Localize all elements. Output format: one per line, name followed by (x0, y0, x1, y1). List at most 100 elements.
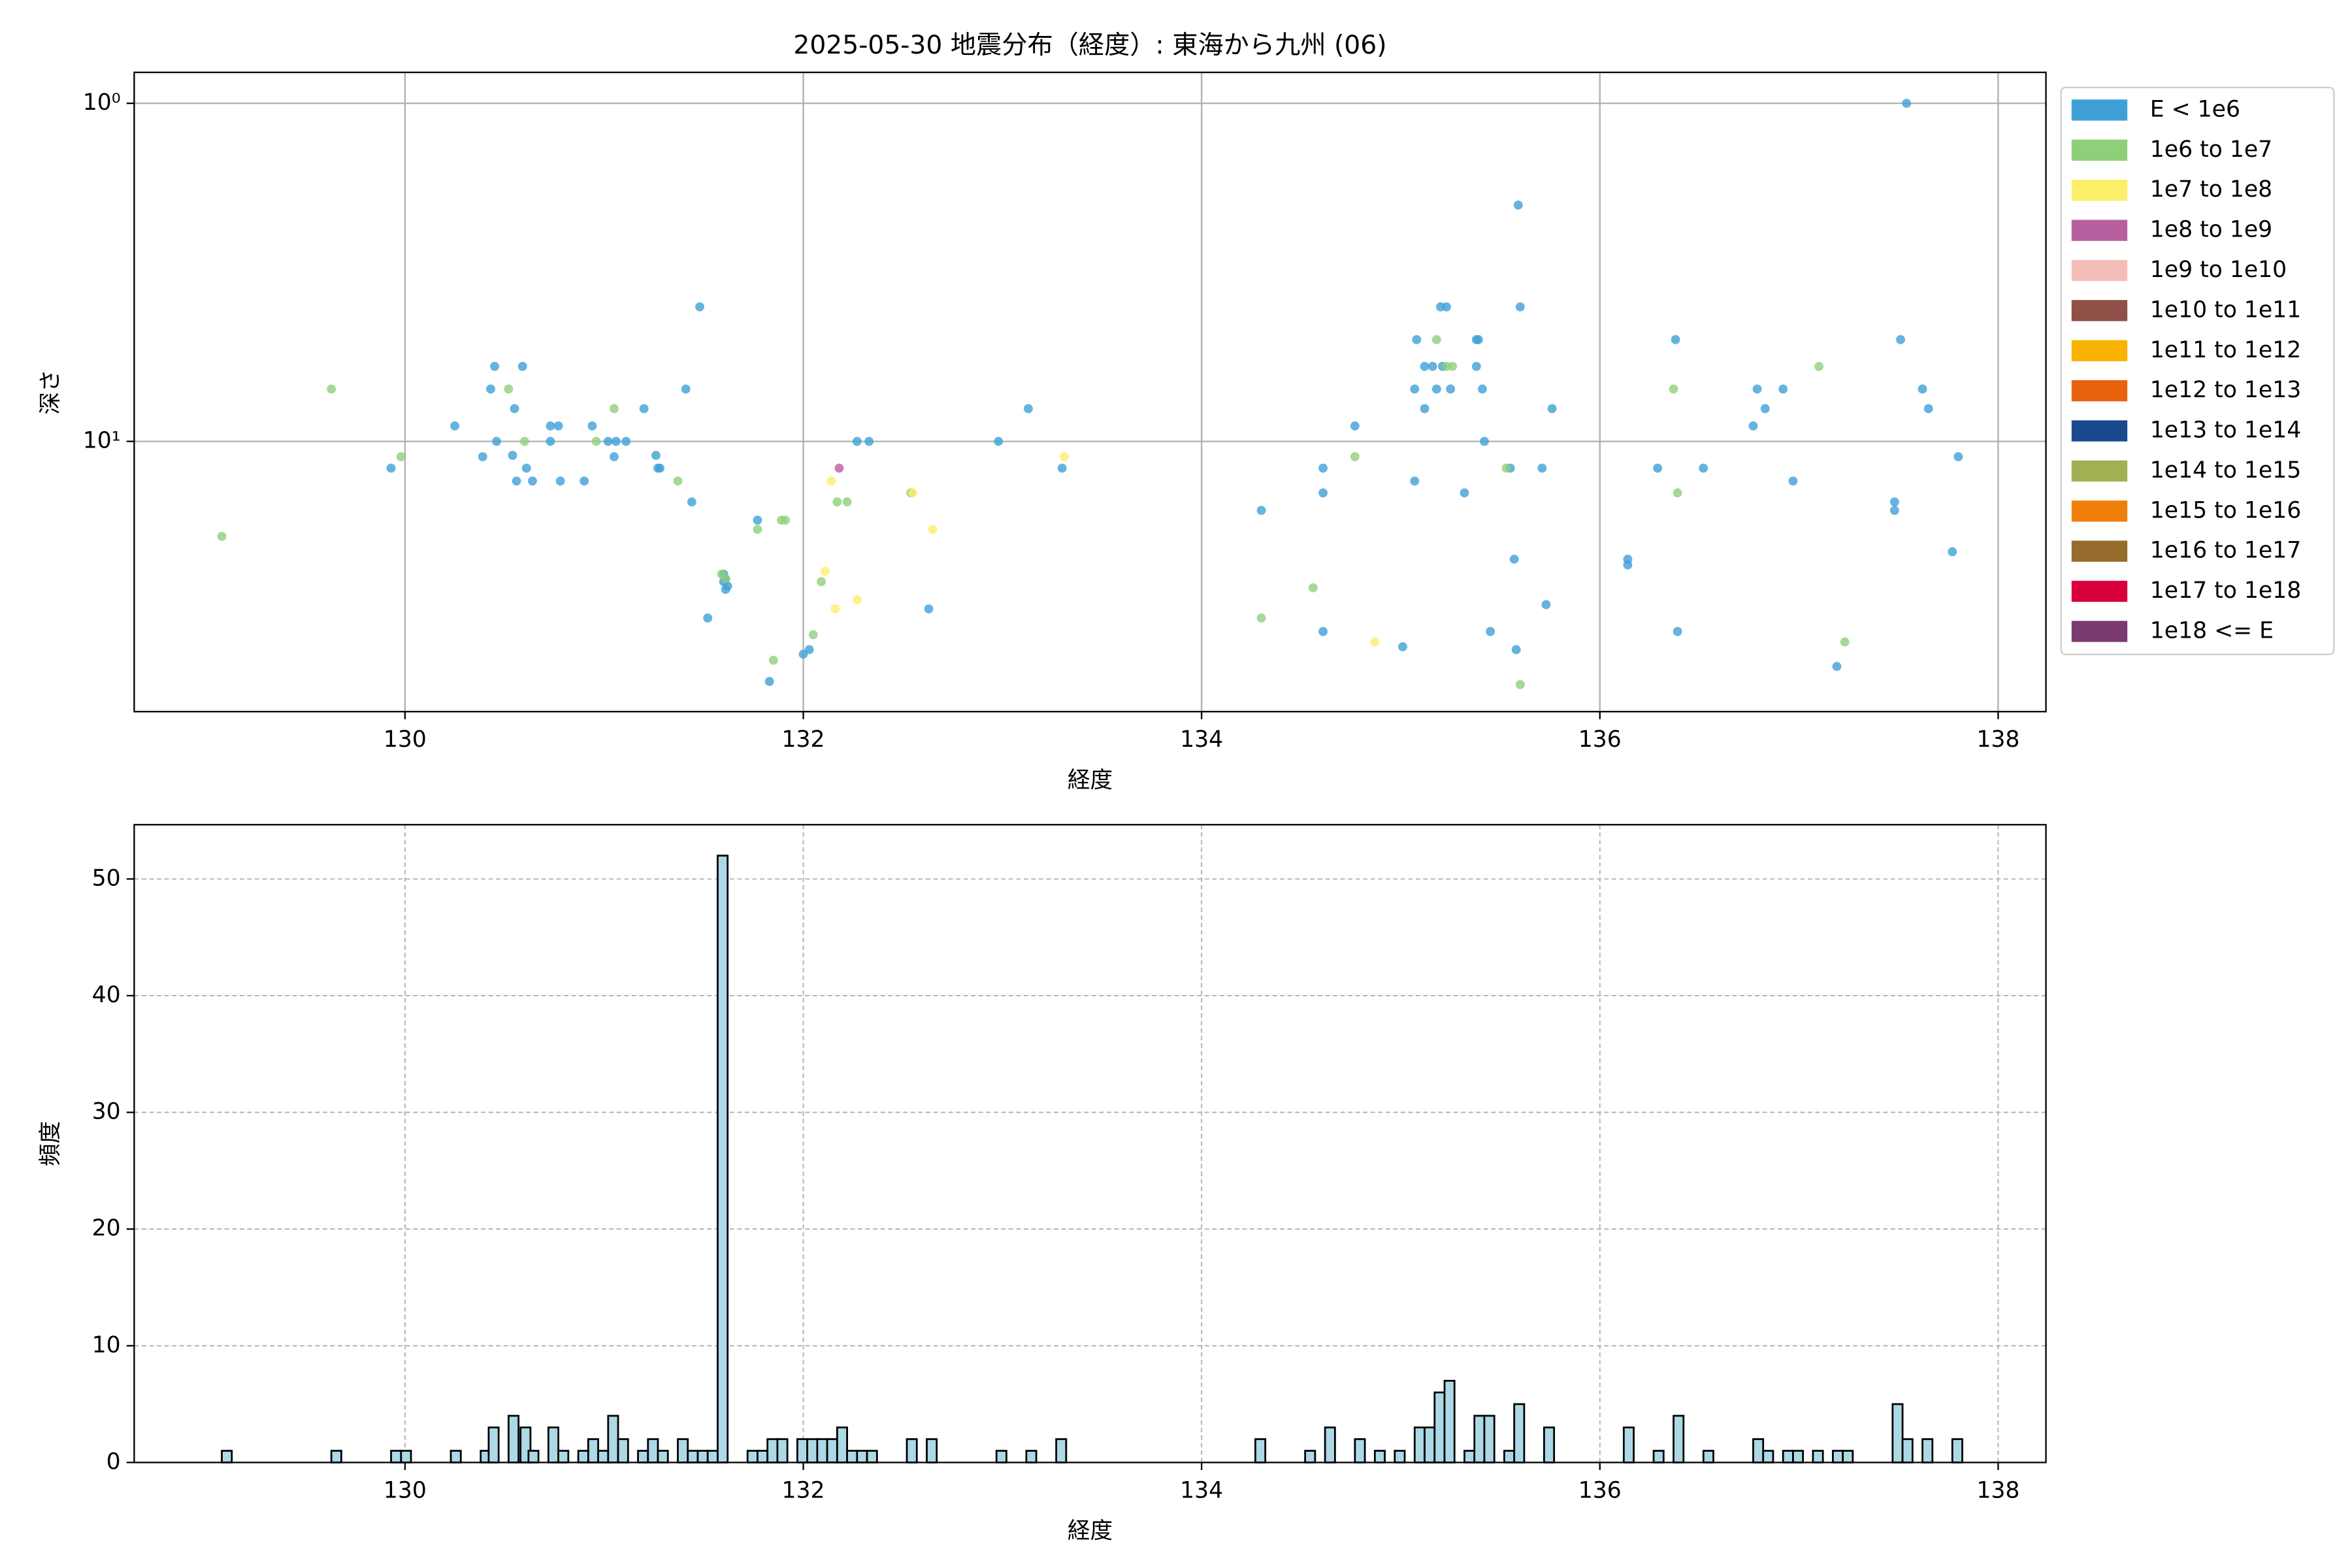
scatter-point (1256, 613, 1266, 623)
histogram-bar (1622, 1426, 1635, 1463)
scatter-point (528, 476, 537, 486)
histogram-bar (607, 1414, 619, 1463)
scatter-point (1778, 384, 1788, 394)
histogram-bar (1832, 1450, 1844, 1463)
scatter-point (517, 361, 527, 371)
histogram-bar (1373, 1450, 1386, 1463)
scatter-point (681, 384, 691, 394)
histogram-bar (836, 1426, 848, 1463)
scatter-point (1673, 488, 1682, 498)
scatter-point (1486, 627, 1495, 636)
legend-label: 1e12 to 1e13 (2150, 377, 2301, 403)
scatter-point (1370, 637, 1380, 647)
y-axis-label: 頻度 (37, 1121, 63, 1166)
scatter-point (852, 436, 862, 446)
scatter-point (1410, 384, 1420, 394)
scatter-point (1814, 361, 1823, 371)
scatter-point (1420, 404, 1429, 414)
scatter-point (1460, 488, 1469, 498)
histogram-bar (1254, 1438, 1267, 1463)
histogram-bar (866, 1450, 878, 1463)
scatter-point (723, 581, 732, 591)
scatter-point (612, 436, 621, 446)
histogram-bar (577, 1450, 589, 1463)
legend-swatch (2071, 259, 2128, 282)
x-tick-label: 132 (782, 727, 825, 753)
histogram-bar (1652, 1450, 1665, 1463)
scatter-point (1256, 506, 1266, 515)
legend-label: 1e11 to 1e12 (2150, 337, 2301, 363)
scatter-point (852, 595, 862, 604)
x-tick-label: 134 (1180, 1477, 1223, 1503)
scatter-point (651, 451, 661, 460)
histogram-bar (527, 1450, 540, 1463)
scatter-point (1669, 384, 1678, 394)
scatter-point (639, 404, 649, 414)
scatter-point (610, 404, 619, 414)
scatter-point (508, 451, 517, 460)
histogram-bar (687, 1450, 699, 1463)
plot-frame (133, 824, 2047, 1463)
histogram-bar (717, 855, 729, 1463)
scatter-point (478, 452, 487, 461)
scatter-point (1420, 361, 1429, 371)
histogram-bar (508, 1414, 520, 1463)
x-tick-label: 130 (384, 727, 427, 753)
histogram-bar (1354, 1438, 1366, 1463)
scatter-point (842, 497, 852, 507)
legend-swatch (2071, 220, 2128, 241)
scatter-point (808, 630, 818, 640)
scatter-point (1699, 463, 1708, 473)
scatter-point (703, 613, 713, 623)
x-tick-label: 136 (1578, 727, 1622, 753)
legend-label: 1e16 to 1e17 (2150, 538, 2301, 564)
legend-label: 1e14 to 1e15 (2150, 457, 2301, 483)
scatter-point (673, 476, 683, 486)
histogram-bar (1424, 1426, 1436, 1463)
y-tick-label: 20 (92, 1215, 121, 1241)
x-tick-label: 138 (1976, 1477, 2019, 1503)
histogram-bar (1891, 1403, 1904, 1463)
scatter-point (1478, 384, 1487, 394)
histogram-bar (390, 1450, 402, 1463)
histogram-bar (1762, 1450, 1774, 1463)
scatter-point (555, 476, 565, 486)
legend-label: 1e13 to 1e14 (2150, 417, 2301, 444)
scatter-point (1471, 361, 1481, 371)
scatter-point (546, 421, 555, 431)
scatter-point (1509, 554, 1519, 564)
histogram-bar (1503, 1450, 1516, 1463)
scatter-point (519, 436, 529, 446)
scatter-point (1953, 452, 1963, 461)
legend-swatch (2071, 500, 2128, 522)
scatter-point (994, 436, 1004, 446)
legend-swatch (2071, 380, 2128, 402)
histogram-bar (906, 1438, 918, 1463)
legend-label: 1e9 to 1e10 (2150, 257, 2287, 283)
legend-swatch (2071, 99, 2128, 121)
histogram-bar (400, 1450, 412, 1463)
scatter-point (587, 421, 597, 431)
scatter-point (1840, 637, 1850, 647)
scatter-point (1896, 335, 1905, 344)
scatter-point (1511, 645, 1521, 655)
scatter-point (603, 436, 613, 446)
scatter-point (1902, 99, 1912, 108)
scatter-point (1442, 302, 1451, 312)
scatter-point (1350, 421, 1360, 431)
plot-frame (133, 71, 2047, 713)
scatter-point (327, 384, 336, 394)
scatter-point (1671, 335, 1680, 344)
legend-swatch (2071, 580, 2128, 602)
histogram-bar (1792, 1450, 1805, 1463)
histogram-bar (597, 1450, 610, 1463)
histogram-bar (816, 1438, 828, 1463)
x-tick-label: 136 (1578, 1477, 1622, 1503)
scatter-point (695, 302, 704, 312)
histogram-bar (995, 1450, 1007, 1463)
legend-swatch (2071, 540, 2128, 562)
scatter-point (217, 532, 227, 541)
scatter-point (864, 436, 874, 446)
scatter-point (1350, 452, 1360, 461)
scatter-point (1748, 421, 1758, 431)
